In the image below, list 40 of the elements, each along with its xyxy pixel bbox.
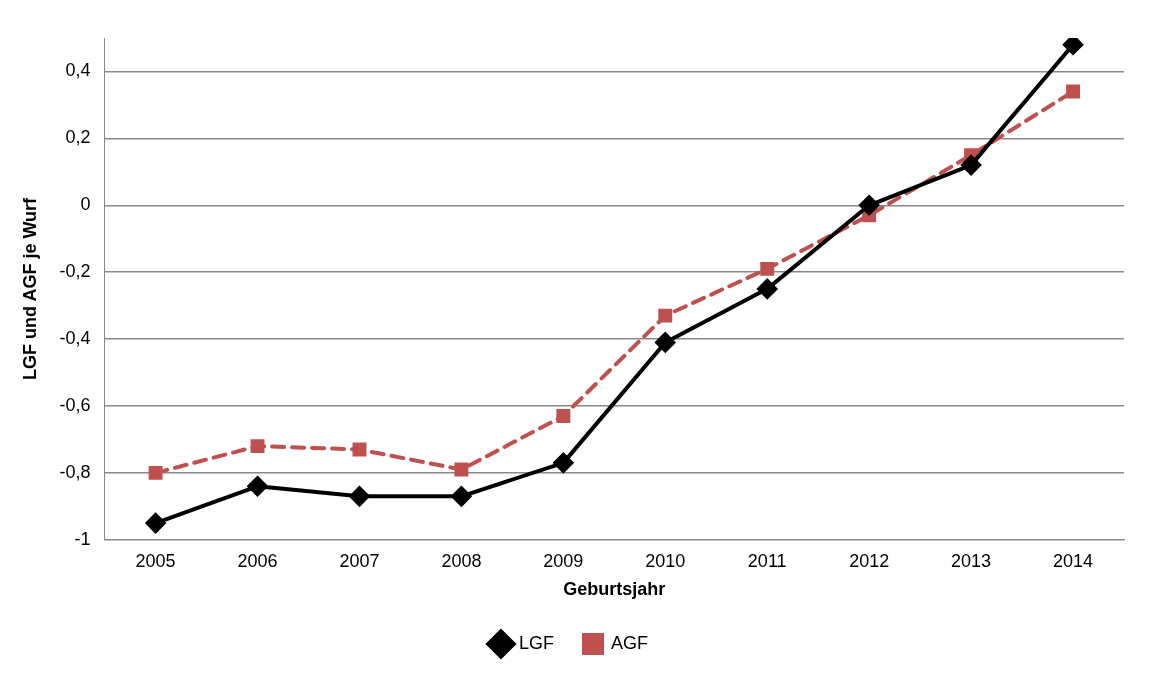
x-tick-label: 2013 [951,550,992,571]
point [349,486,370,507]
point [454,462,469,477]
x-tick-label: 2014 [1053,550,1094,571]
x-tick-label: 2009 [543,550,584,571]
point [556,409,571,423]
x-tick-label: 2008 [441,550,482,571]
point [451,486,472,507]
point [760,261,775,276]
point [1066,84,1080,99]
point [961,155,982,176]
point [757,278,778,299]
legend-label: AGF [611,632,649,653]
point [250,439,265,454]
legend-label: LGF [519,632,555,653]
x-tick-label: 2006 [237,550,278,571]
y-tick-label: -0,4 [59,328,91,349]
point [658,308,673,323]
y-tick-label: -0,2 [59,261,91,282]
point [145,513,166,534]
x-axis-title: Geburtsjahr [563,579,666,600]
y-tick-label: 0,4 [65,60,91,81]
point [859,195,880,216]
y-tick-label: -0,8 [59,461,91,482]
y-tick-label: -0,6 [59,394,91,415]
y-axis-title: LGF und AGF je Wurf [19,196,40,380]
x-tick-label: 2011 [747,550,787,571]
point [352,442,367,457]
y-tick-label: 0 [80,194,91,215]
point [148,465,163,480]
y-tick-label: -1 [74,528,91,549]
x-tick-label: 2010 [645,550,686,571]
x-tick-label: 2007 [339,550,380,571]
point [655,332,676,353]
point [553,452,574,473]
point [1063,38,1084,55]
point [247,476,268,497]
y-tick-label: 0,2 [65,127,91,148]
x-tick-label: 2012 [849,550,890,571]
x-tick-label: 2005 [135,550,176,571]
